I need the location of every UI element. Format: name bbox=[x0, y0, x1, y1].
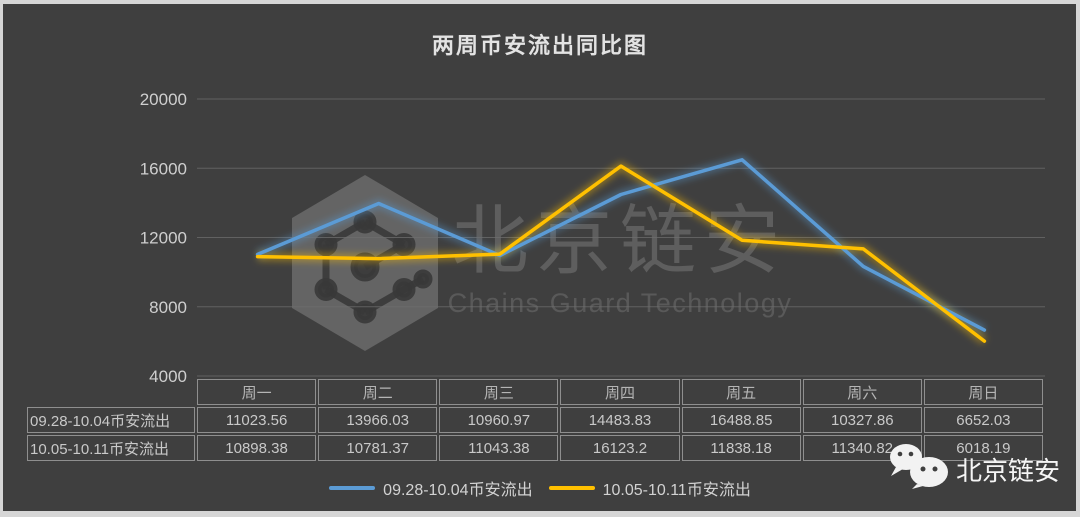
y-axis-label: 20000 bbox=[140, 90, 187, 109]
data-table: 周一 周二 周三 周四 周五 周六 周日 09.28-10.04币安流出 11023.56 139… bbox=[27, 379, 1043, 461]
table-value-cell: 10898.38 bbox=[197, 435, 317, 461]
legend: 09.28-10.04币安流出 10.05-10.11币安流出 bbox=[0, 476, 1080, 500]
legend-item-series2: 10.05-10.11币安流出 bbox=[548, 476, 751, 500]
table-header-cell: 周日 bbox=[923, 379, 1043, 405]
footer-brand-label: 北京链安 bbox=[956, 456, 1061, 486]
table-value-cell: 11340.82 bbox=[802, 435, 922, 461]
legend-label: 09.28-10.04币安流出 bbox=[383, 482, 533, 499]
table-value-cell: 11023.56 bbox=[197, 407, 317, 433]
wechat-icon bbox=[890, 444, 948, 489]
table-row-label: 10.05-10.11币安流出 bbox=[27, 435, 195, 461]
chart-panel bbox=[3, 4, 1076, 511]
table-header-cell: 周五 bbox=[681, 379, 801, 405]
y-axis-label: 12000 bbox=[140, 229, 187, 248]
series-line-glow bbox=[255, 155, 987, 335]
series-line bbox=[255, 158, 987, 332]
table-value-cell: 11838.18 bbox=[681, 435, 801, 461]
legend-line-marker-blue bbox=[329, 486, 376, 490]
table-row-label: 09.28-10.04币安流出 bbox=[27, 407, 195, 433]
table-value-cell: 16123.2 bbox=[560, 435, 680, 461]
table-header-cell: 周三 bbox=[439, 379, 559, 405]
series-line bbox=[255, 164, 987, 343]
table-value-cell: 16488.85 bbox=[681, 407, 801, 433]
table-header-cell: 周四 bbox=[560, 379, 680, 405]
footer-brand: 北京链安 bbox=[886, 443, 1060, 489]
table-value-cell: 10960.97 bbox=[439, 407, 559, 433]
table-value-cell: 14483.83 bbox=[560, 407, 680, 433]
table-header-cell: 周二 bbox=[318, 379, 438, 405]
table-value-cell: 10327.86 bbox=[802, 407, 922, 433]
table-header-cell: 周一 bbox=[197, 379, 317, 405]
table-corner-cell bbox=[27, 379, 195, 405]
table-value-cell: 13966.03 bbox=[318, 407, 438, 433]
table-header-cell: 周六 bbox=[802, 379, 922, 405]
table-value-cell: 11043.38 bbox=[439, 435, 559, 461]
y-axis-label: 4000 bbox=[149, 367, 187, 386]
table-value-cell: 10781.37 bbox=[318, 435, 438, 461]
chart-title: 两周币安流出同比图 bbox=[431, 33, 648, 59]
legend-line-marker-yellow bbox=[548, 486, 595, 490]
table-value-cell: 6652.03 bbox=[923, 407, 1043, 433]
legend-label: 10.05-10.11币安流出 bbox=[602, 482, 751, 499]
legend-item-series1: 09.28-10.04币安流出 bbox=[329, 476, 533, 500]
table-value-cell: 6018.19 bbox=[923, 435, 1043, 461]
y-axis-label: 16000 bbox=[140, 159, 187, 178]
y-axis-label: 8000 bbox=[149, 298, 187, 317]
